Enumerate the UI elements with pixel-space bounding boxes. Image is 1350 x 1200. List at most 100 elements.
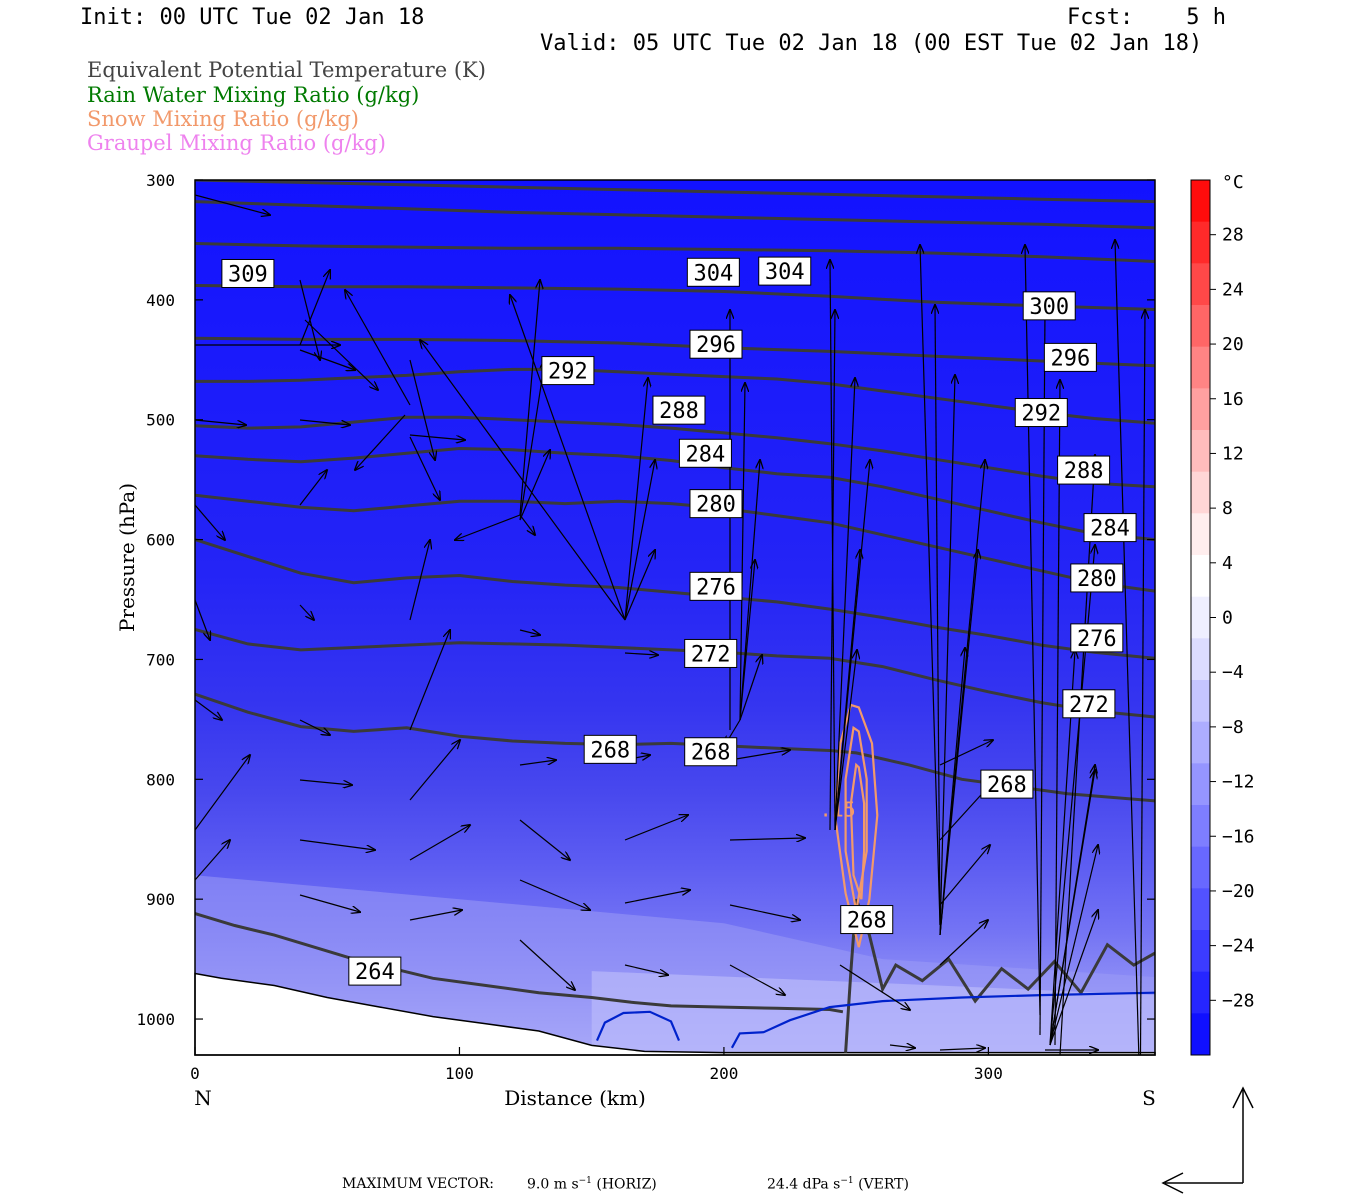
y-axis-title: Pressure (hPa): [115, 483, 139, 632]
y-tick-label: 500: [146, 411, 175, 430]
theta-e-label: 296: [696, 333, 736, 358]
theta-e-label-box: [348, 956, 402, 986]
y-tick-label: 300: [146, 171, 175, 190]
wind-vector: [624, 653, 658, 655]
colorbar-swatch: [1191, 930, 1210, 973]
wind-vector: [519, 760, 556, 766]
wind-vector: [299, 604, 314, 620]
wind-vector: [939, 375, 955, 936]
wind-vector: [729, 904, 800, 920]
wind-vector: [409, 434, 465, 440]
colorbar-swatch: [1191, 805, 1210, 848]
colorbar-swatch: [1191, 263, 1210, 306]
y-tick-label: 800: [146, 770, 175, 789]
wind-vector: [935, 305, 941, 926]
wind-vector: [889, 1045, 915, 1048]
wind-vector: [409, 540, 430, 621]
colorbar-swatch: [1191, 680, 1210, 723]
colorbar-swatch: [1191, 596, 1210, 639]
theta-e-label-box: [686, 257, 740, 287]
colorbar-swatch: [1191, 846, 1210, 889]
theta-e-label-box: [221, 258, 275, 288]
colorbar-tick-label: −24: [1222, 936, 1255, 957]
theta-e-label: 292: [1021, 402, 1061, 427]
wind-vector: [939, 1048, 985, 1050]
theta-e-label-box: [840, 905, 894, 935]
init-time: Init: 00 UTC Tue 02 Jan 18: [80, 5, 425, 30]
theta-e-label: 309: [228, 262, 268, 287]
wind-vector: [739, 383, 745, 721]
theta-e-label: 288: [659, 399, 699, 424]
rain-contour-0: [595, 1010, 681, 1042]
theta-e-label: 296: [1050, 346, 1090, 371]
axes: 300 400 500 600 700 800 900 1000 0 100 200 300 Press…: [115, 171, 1156, 1110]
wind-vector: [1059, 455, 1095, 1055]
colorbar-tick-label: 16: [1222, 389, 1244, 410]
wind-vector: [519, 939, 575, 990]
field-title-snow: Snow Mixing Ratio (g/kg): [87, 107, 359, 131]
wind-vector: [519, 630, 540, 635]
colorbar-tick-label: 0: [1222, 608, 1233, 629]
theta-e-label: 268: [590, 738, 630, 763]
theta-e-label-box: [1070, 563, 1124, 593]
wind-vector: [519, 280, 540, 516]
theta-e-280: [195, 493, 1155, 593]
theta-e-label-box: [678, 438, 732, 468]
theta-e-292: [195, 367, 1155, 425]
colorbar-tick-label: −12: [1222, 772, 1255, 793]
wind-vector: [299, 779, 352, 785]
theta-e-304: [195, 242, 1155, 263]
wind-vector: [729, 838, 805, 840]
wind-vector: [299, 894, 360, 912]
wind-vector: [829, 310, 835, 831]
theta-e-296: [195, 336, 1155, 368]
wind-vector: [920, 245, 941, 926]
wind-vector: [299, 270, 330, 346]
wind-vector: [1039, 310, 1045, 1036]
theta-e-label: 280: [696, 493, 736, 518]
theta-e-308: [195, 200, 1155, 230]
theta-e-label-box: [1070, 623, 1124, 653]
theta-e-label: 264: [355, 960, 395, 985]
colorbar-swatch: [1191, 305, 1210, 348]
wind-vector: [939, 920, 988, 966]
theta-e-label-box: [684, 638, 738, 668]
theta-e-268: [195, 692, 1155, 803]
rain-water-contours: [595, 991, 1155, 1049]
wind-vector: [1049, 845, 1098, 1046]
colorbar-tick-label: −16: [1222, 826, 1255, 847]
snow-contour-2: [849, 762, 866, 900]
wind-vectors: [195, 194, 1145, 1055]
wind-vector: [939, 550, 978, 936]
max-vector-horiz: 9.0 m s−1 (HORIZ): [527, 1176, 657, 1193]
wind-vector: [834, 378, 855, 831]
wind-vector: [624, 550, 655, 621]
wind-vector: [624, 378, 648, 621]
theta-e-label-box: [689, 571, 743, 601]
colorbar-tick-label: 12: [1222, 443, 1244, 464]
theta-e-label-box: [583, 734, 637, 764]
theta-e-272: [195, 628, 1155, 719]
wind-vector: [195, 840, 230, 881]
wind-vector: [624, 890, 690, 904]
wind-vector: [1115, 240, 1140, 1055]
theta-e-label-box: [689, 489, 743, 519]
colorbar-tick-label: 24: [1222, 279, 1244, 300]
wind-vector: [519, 360, 545, 521]
wind-vector: [729, 750, 790, 761]
wind-vector: [839, 964, 910, 1010]
south-label: S: [1142, 1086, 1156, 1110]
colorbar-tick-label: −28: [1222, 990, 1255, 1011]
temperature-fill: [195, 180, 1155, 1055]
theta-e-label: 300: [1029, 295, 1069, 320]
temperature-band-surface: [591, 971, 1155, 1055]
y-tick-label: 700: [146, 650, 175, 669]
valid-time: Valid: 05 UTC Tue 02 Jan 18 (00 EST Tue …: [540, 31, 1203, 56]
theta-e-label-box: [1022, 291, 1076, 321]
theta-e-label: 276: [1077, 627, 1117, 652]
wind-vector: [195, 194, 270, 215]
theta-e-labels: 309 304 304 300 296 296 292 292 288 288 284 284 280 2…: [221, 256, 1137, 986]
colorbar-swatch: [1191, 513, 1210, 556]
colorbar-tick-label: 4: [1222, 553, 1233, 574]
north-label: N: [194, 1086, 212, 1110]
